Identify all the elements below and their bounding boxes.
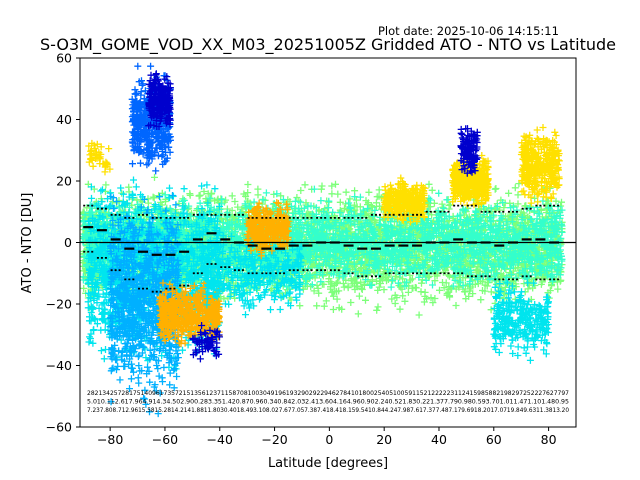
x-tick-label: −40 xyxy=(207,432,233,447)
y-axis: −60 −40 −20 0 20 40 60 xyxy=(46,51,80,435)
point-cloud-navy xyxy=(145,70,174,130)
count-row-1: 2821342572817514096173572151356123711587… xyxy=(87,389,569,397)
x-tick-label: −60 xyxy=(152,432,178,447)
point-cloud-cyan xyxy=(202,232,305,319)
count-annotations: 2821342572817514096173572151356123711587… xyxy=(87,389,569,414)
y-tick-label: −20 xyxy=(46,297,72,312)
x-tick-label: 60 xyxy=(486,432,502,447)
mean-markers xyxy=(83,204,560,293)
count-row-2: 5.010.112.617.964.914.34.502.900.283.351… xyxy=(87,398,569,406)
plot-date: Plot date: 2025-10-06 14:15:11 xyxy=(378,24,559,38)
point-cloud-navy xyxy=(189,322,223,363)
point-cloud-cyan xyxy=(490,279,552,364)
count-row-3: 7.237.808.712.9615.5815.2814.2141.8811.8… xyxy=(87,406,569,414)
x-tick-label: −80 xyxy=(97,432,123,447)
y-tick-label: 40 xyxy=(56,112,72,127)
x-axis-label: Latitude [degrees] xyxy=(268,456,388,471)
y-tick-label: 0 xyxy=(64,235,72,250)
x-axis: −80 −60 −40 −20 0 20 40 60 80 xyxy=(97,427,557,447)
point-cloud-yellow xyxy=(380,174,429,226)
point-cloud-yellow xyxy=(517,124,563,207)
y-tick-label: 60 xyxy=(56,51,72,66)
x-tick-label: 20 xyxy=(376,432,392,447)
point-cloud-yellow xyxy=(85,139,114,176)
y-tick-label: −40 xyxy=(46,358,72,373)
chart-title: S-O3M_GOME_VOD_XX_M03_20251005Z Gridded … xyxy=(39,35,616,54)
point-cloud-navy xyxy=(457,125,481,177)
y-axis-label: ATO - NTO [DU] xyxy=(20,193,35,294)
y-tick-label: 20 xyxy=(56,174,72,189)
y-tick-label: −60 xyxy=(46,420,72,435)
x-tick-label: 0 xyxy=(325,432,333,447)
x-tick-label: 40 xyxy=(431,432,447,447)
x-tick-label: 80 xyxy=(541,432,557,447)
scatter-points xyxy=(80,62,566,418)
x-tick-label: −20 xyxy=(261,432,287,447)
